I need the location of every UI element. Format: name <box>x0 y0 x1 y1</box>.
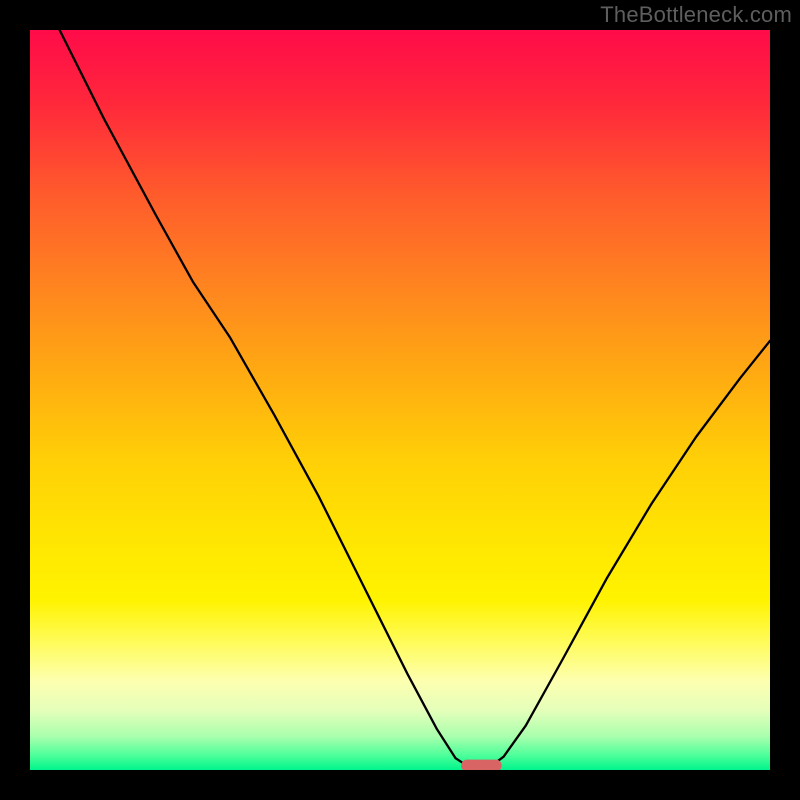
chart-container: TheBottleneck.com <box>0 0 800 800</box>
watermark-text: TheBottleneck.com <box>600 2 792 28</box>
optimal-marker <box>461 760 502 770</box>
plot-area <box>30 30 770 770</box>
